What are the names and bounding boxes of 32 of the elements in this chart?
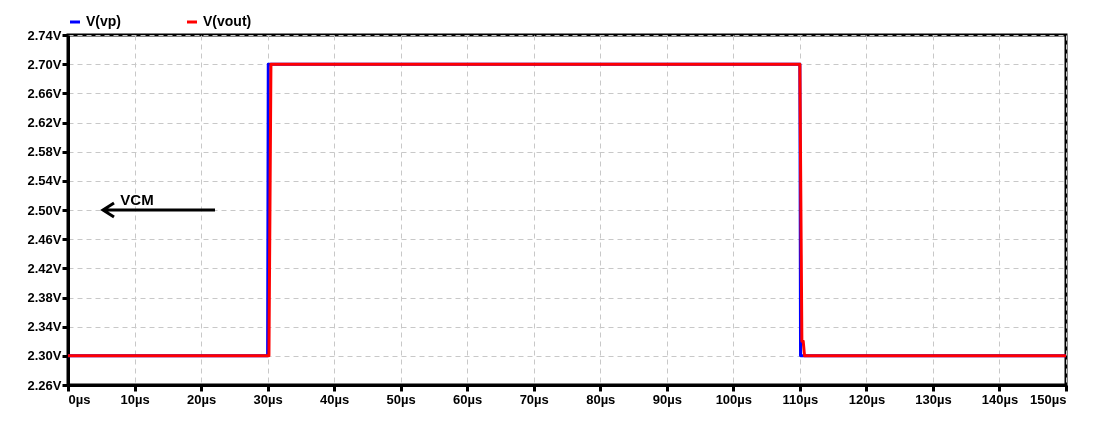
x-tick-label: 120µs [848,391,886,407]
annotation: VCM [120,191,154,208]
x-tick-label: 10µs [120,391,150,407]
x-tick-label: 60µs [453,391,483,407]
y-tick-label: 2.50V [27,202,62,218]
y-tick-label: 2.74V [27,27,62,43]
y-tick-label: 2.26V [27,377,62,393]
x-tick-label: 30µs [253,391,283,407]
x-tick-label: 80µs [586,391,616,407]
y-tick-label: 2.58V [27,144,62,160]
x-tick-label: 110µs [782,391,819,407]
x-tick-label: 90µs [652,391,682,407]
x-tick-label: 0µs [68,391,91,407]
x-tick-label: 50µs [386,391,416,407]
legend-label: V(vout) [203,13,252,29]
y-tick-label: 2.30V [27,348,62,364]
y-tick-label: 2.38V [27,290,62,305]
x-tick-label: 20µs [186,391,217,407]
y-tick-label: 2.46V [27,231,62,247]
x-tick-label: 130µs [915,391,952,407]
x-tick-label: 100µs [715,391,753,407]
y-tick-label: 2.34V [27,319,62,335]
legend-label: V(vp) [86,13,121,29]
x-tick-label: 40µs [320,391,350,407]
x-tick-label: 70µs [519,391,549,407]
y-tick-label: 2.62V [27,115,62,130]
x-tick-label: 140µs [981,391,1019,407]
y-tick-label: 2.70V [27,56,62,72]
y-tick-label: 2.54V [27,173,62,189]
y-tick-label: 2.42V [27,260,62,276]
y-tick-label: 2.66V [27,85,62,101]
x-tick-label: 150µs [1030,391,1067,407]
